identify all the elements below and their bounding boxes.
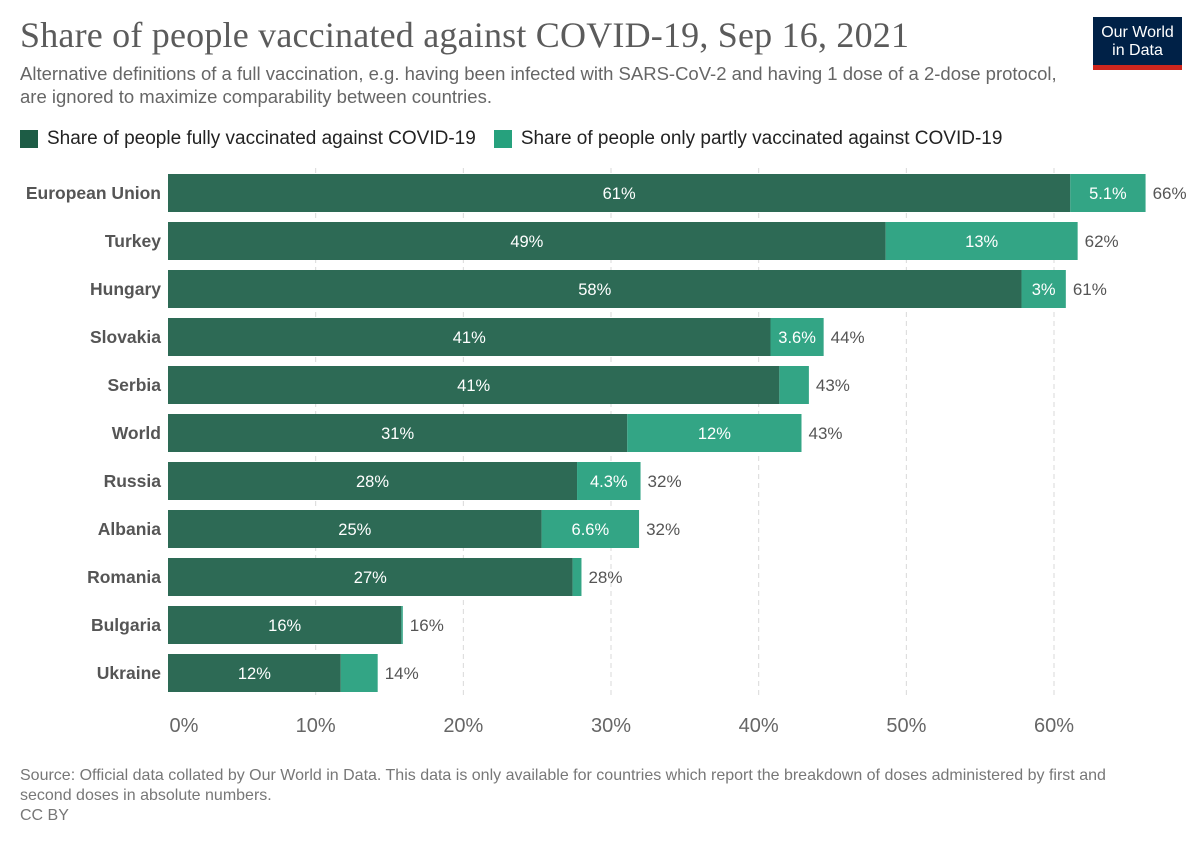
legend-label-partly: Share of people only partly vaccinated a…: [520, 128, 1003, 149]
bar-fully-vaccinated[interactable]: [168, 222, 886, 260]
bar-partly-vaccinated[interactable]: [779, 366, 809, 404]
license-note: CC BY: [20, 807, 69, 824]
legend-swatch-partly: [493, 130, 512, 148]
bar-partly-vaccinated[interactable]: [885, 222, 1078, 260]
category-label: Slovakia: [90, 327, 161, 347]
bar-total-label: 44%: [831, 328, 865, 347]
bar-fully-vaccinated[interactable]: [168, 558, 573, 596]
bar-partly-vaccinated[interactable]: [770, 318, 824, 356]
bar-value-label-partly: 13%: [965, 233, 998, 251]
logo-line-2: in Data: [1112, 42, 1163, 59]
owid-logo[interactable]: Our World in Data: [1093, 17, 1182, 70]
category-label: Albania: [98, 519, 161, 539]
category-label: Ukraine: [97, 663, 161, 683]
source-note: Source: Official data collated by Our Wo…: [20, 767, 1106, 804]
bars: European Union 61% 5.1% 66% Turkey 49% 13% 62% H…: [26, 174, 1187, 692]
bar-value-label-fully: 58%: [578, 281, 611, 299]
logo-line-1: Our World: [1101, 24, 1174, 41]
bar-partly-vaccinated[interactable]: [1070, 174, 1146, 212]
bar-partly-vaccinated[interactable]: [627, 414, 802, 452]
bar-total-label: 43%: [809, 424, 843, 443]
bar-chart: European Union 61% 5.1% 66% Turkey 49% 13% 62% H…: [26, 168, 1187, 737]
bar-value-label-fully: 49%: [510, 233, 543, 251]
bar-total-label: 43%: [816, 376, 850, 395]
bar-value-label-partly: 3%: [1032, 281, 1056, 299]
bar-value-label-fully: 28%: [356, 473, 389, 491]
bar-total-label: 32%: [646, 520, 680, 539]
x-tick-label: 40%: [739, 715, 779, 737]
bar-value-label-fully: 41%: [453, 329, 486, 347]
legend-label-fully: Share of people fully vaccinated against…: [47, 128, 476, 149]
bar-fully-vaccinated[interactable]: [168, 414, 628, 452]
category-label: Serbia: [108, 375, 162, 395]
chart-title: Share of people vaccinated against COVID…: [20, 15, 910, 55]
bar-fully-vaccinated[interactable]: [168, 462, 578, 500]
bar-fully-vaccinated[interactable]: [168, 270, 1022, 308]
category-label: Turkey: [105, 231, 161, 251]
chart-legend: Share of people fully vaccinated against…: [20, 127, 1020, 151]
bar-value-label-fully: 31%: [381, 425, 414, 443]
bar-value-label-fully: 61%: [603, 185, 636, 203]
bar-value-label-fully: 27%: [354, 569, 387, 587]
bar-fully-vaccinated[interactable]: [168, 174, 1071, 212]
x-axis: 0% 10% 20% 30% 40% 50% 60%: [170, 715, 1075, 737]
category-label: Romania: [87, 567, 161, 587]
bar-value-label-fully: 16%: [268, 617, 301, 635]
bar-total-label: 14%: [385, 664, 419, 683]
bar-value-label-fully: 25%: [338, 521, 371, 539]
bar-partly-vaccinated[interactable]: [340, 654, 378, 692]
bar-total-label: 16%: [410, 616, 444, 635]
category-label: Bulgaria: [91, 615, 161, 635]
bar-fully-vaccinated[interactable]: [168, 510, 542, 548]
bar-total-label: 61%: [1073, 280, 1107, 299]
category-label: Russia: [104, 471, 162, 491]
x-tick-label: 50%: [886, 715, 926, 737]
bar-value-label-partly: 5.1%: [1089, 185, 1127, 203]
x-tick-label: 10%: [296, 715, 336, 737]
bar-value-label-partly: 12%: [698, 425, 731, 443]
bar-value-label-partly: 6.6%: [572, 521, 610, 539]
bar-partly-vaccinated[interactable]: [401, 606, 403, 644]
bar-total-label: 28%: [588, 568, 622, 587]
bar-value-label-partly: 4.3%: [590, 473, 628, 491]
category-label: Hungary: [90, 279, 161, 299]
bar-partly-vaccinated[interactable]: [1021, 270, 1066, 308]
legend-swatch-fully: [20, 130, 38, 148]
bar-partly-vaccinated[interactable]: [541, 510, 640, 548]
bar-fully-vaccinated[interactable]: [168, 318, 771, 356]
bar-total-label: 62%: [1085, 232, 1119, 251]
bar-value-label-partly: 3.6%: [778, 329, 816, 347]
bar-value-label-fully: 12%: [238, 665, 271, 683]
x-tick-label: 30%: [591, 715, 631, 737]
bar-total-label: 32%: [648, 472, 682, 491]
bar-partly-vaccinated[interactable]: [577, 462, 641, 500]
bar-fully-vaccinated[interactable]: [168, 366, 780, 404]
bar-fully-vaccinated[interactable]: [168, 654, 341, 692]
x-tick-label: 60%: [1034, 715, 1074, 737]
legend-item-partly[interactable]: Share of people only partly vaccinated a…: [493, 128, 1003, 150]
bar-total-label: 66%: [1153, 184, 1187, 203]
x-tick-label: 0%: [170, 715, 199, 737]
category-label: European Union: [26, 183, 161, 203]
category-label: World: [112, 423, 161, 443]
chart-subtitle: Alternative definitions of a full vaccin…: [20, 63, 1057, 107]
bar-fully-vaccinated[interactable]: [168, 606, 402, 644]
legend-item-fully[interactable]: Share of people fully vaccinated against…: [20, 128, 476, 150]
bar-value-label-fully: 41%: [457, 377, 490, 395]
x-tick-label: 20%: [443, 715, 483, 737]
bar-partly-vaccinated[interactable]: [572, 558, 582, 596]
